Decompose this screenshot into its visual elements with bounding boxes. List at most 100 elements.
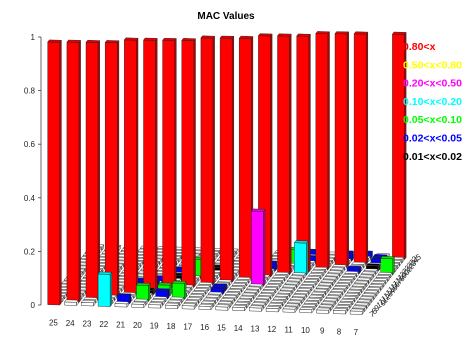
x-tick-label: 20 <box>133 321 142 330</box>
bar-top-face <box>232 304 247 308</box>
bar-side-face <box>289 33 292 276</box>
bar-top-face <box>200 300 216 304</box>
bar-top-face <box>365 263 381 267</box>
bar-front-face <box>97 273 111 307</box>
bar-green <box>135 282 151 303</box>
bar-side-face <box>109 271 113 308</box>
bar-top-face <box>123 37 139 41</box>
x-tick-label: 16 <box>200 323 209 332</box>
bar-top-face <box>114 301 130 305</box>
bar-top-face <box>334 283 350 287</box>
bar-top-face <box>274 271 290 275</box>
bar-side-face <box>212 35 215 286</box>
bar-top-face <box>219 298 235 302</box>
bar-top-face <box>248 283 264 287</box>
bar-top-face <box>248 305 264 309</box>
bar-top-face <box>334 31 350 35</box>
bar-front-face <box>66 41 80 303</box>
bar-top-face <box>296 33 311 37</box>
bar-red <box>315 31 330 271</box>
bar-green <box>380 256 395 276</box>
bar-top-face <box>332 264 347 268</box>
bar-top-face <box>329 267 345 271</box>
bar-top-face <box>83 297 98 301</box>
floor-cell <box>164 302 180 310</box>
bar-top-face <box>320 301 336 305</box>
bar-side-face <box>184 280 187 301</box>
bar-top-face <box>351 283 367 287</box>
bar-top-face <box>351 261 366 265</box>
bar-side-face <box>97 39 100 301</box>
floor-cell <box>114 301 130 308</box>
bar-front-face <box>334 33 348 268</box>
x-tick-label: 14 <box>234 324 243 333</box>
bar-red <box>296 33 311 273</box>
bar-top-face <box>349 286 364 290</box>
floor-cell <box>181 303 197 310</box>
bar-top-face <box>236 276 252 280</box>
bar-top-face <box>203 297 218 301</box>
bar-top-face <box>265 305 281 309</box>
bar-top-face <box>188 294 204 298</box>
bar-top-face <box>181 303 197 307</box>
bar-top-face <box>361 271 376 275</box>
bar-top-face <box>313 266 328 270</box>
bar-top-face <box>368 284 384 288</box>
z-tick-label: 0.8 <box>24 87 36 96</box>
bar-top-face <box>258 293 273 297</box>
bar-top-face <box>289 297 305 301</box>
legend: 0.80<x 0.50<x<0.80 0.20<x<0.50 0.10<x<0.20 0… <box>403 41 462 163</box>
floor-cell <box>316 307 331 315</box>
bar-front-face <box>277 35 290 275</box>
bar-green <box>171 280 187 301</box>
floor-cell <box>332 308 348 315</box>
bar-top-face <box>253 299 269 303</box>
floor-cell <box>80 300 96 307</box>
bar-top-face <box>131 301 146 305</box>
bar-front-face <box>265 308 279 313</box>
legend-entry: 0.10<x<0.20 <box>403 96 462 108</box>
bar-top-face <box>234 301 250 305</box>
bar-top-face <box>272 296 288 300</box>
x-tick-label: 23 <box>83 319 92 328</box>
bar-side-face <box>270 33 273 278</box>
bar-top-face <box>66 39 82 43</box>
bar-red <box>143 37 158 294</box>
bar-side-face <box>155 37 158 294</box>
bar-top-face <box>200 35 216 39</box>
x-tick-label: 21 <box>116 320 125 329</box>
bar-top-face <box>311 291 326 295</box>
bar-top-face <box>231 282 247 286</box>
bar-top-face <box>363 290 379 294</box>
x-tick-label: 7 <box>354 328 359 337</box>
bar-top-face <box>342 295 357 299</box>
bar-top-face <box>207 291 223 295</box>
bar-front-face <box>294 242 307 276</box>
bar-front-face <box>85 42 99 301</box>
bar-top-face <box>339 277 355 280</box>
bar-red <box>277 33 292 276</box>
bar-top-face <box>257 33 273 37</box>
bar-side-face <box>136 37 139 296</box>
bar-top-face <box>104 40 120 44</box>
z-tick-label: 0 <box>31 301 36 310</box>
x-tick-label: 12 <box>267 325 276 334</box>
bar-front-face <box>315 33 329 270</box>
bar-top-face <box>318 282 333 286</box>
floor-cell <box>349 308 365 316</box>
floor-cell <box>248 305 264 312</box>
bar-top-face <box>47 39 62 43</box>
bar-top-face <box>246 286 261 290</box>
z-tick-label: 0.6 <box>24 140 36 149</box>
bar-front-face <box>162 39 175 291</box>
bar-front-face <box>296 35 310 273</box>
bar-top-face <box>286 278 302 282</box>
bar-top-face <box>272 274 287 278</box>
bar-top-face <box>133 298 149 302</box>
bar-red <box>85 39 101 301</box>
bar-front-face <box>148 304 161 309</box>
legend-entry: 0.01<x<0.02 <box>403 151 462 163</box>
legend-entry: 0.05<x<0.10 <box>403 114 462 126</box>
y-tick-label: 8 <box>370 306 379 316</box>
legend-entry: 0.02<x<0.05 <box>403 133 462 145</box>
